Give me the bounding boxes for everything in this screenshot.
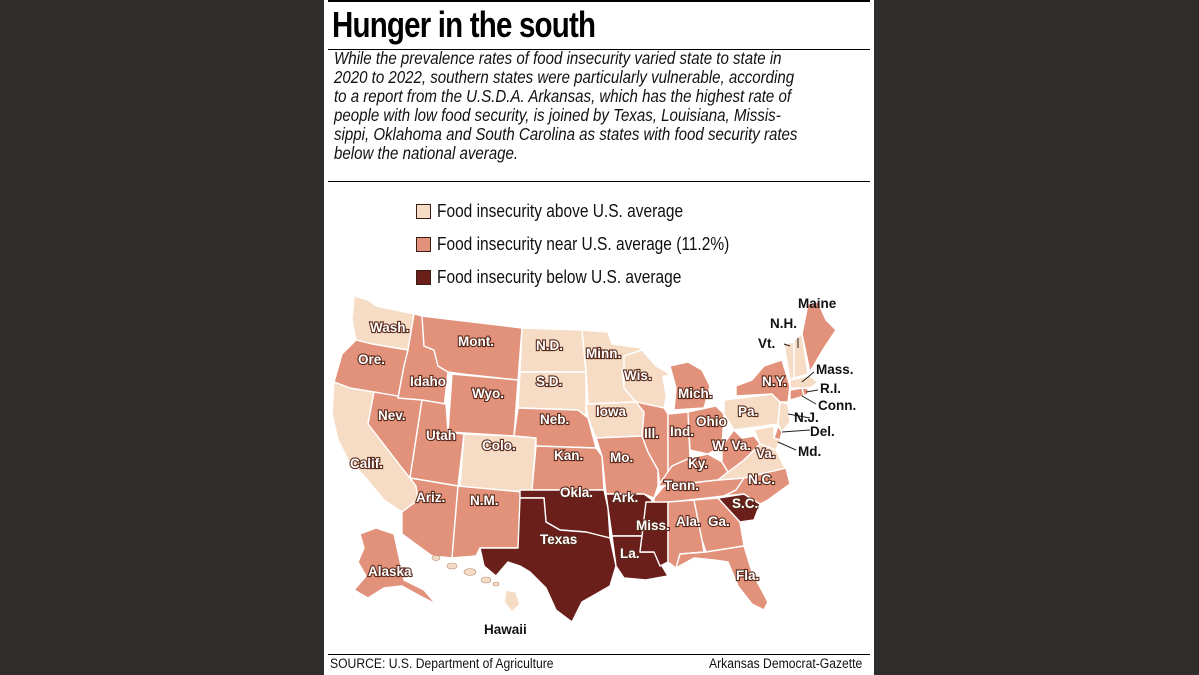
label-ri: R.I.	[820, 381, 841, 396]
label-alaska: Alaska	[368, 564, 412, 579]
state-ill	[635, 401, 669, 487]
state-nj	[777, 401, 791, 433]
label-ny: N.Y.	[762, 374, 787, 389]
label-mass: Mass.	[816, 362, 854, 377]
label-ore: Ore.	[358, 352, 385, 367]
legend-label: Food insecurity above U.S. average	[437, 201, 684, 221]
state-wyo	[447, 373, 519, 437]
label-wash: Wash.	[370, 320, 409, 335]
intro-text: While the prevalence rates of food insec…	[334, 49, 870, 163]
state-maine	[801, 301, 837, 373]
us-map: Wash. Ore. Calif. Nev. Idaho Mont. Wyo. …	[324, 290, 874, 650]
state-nc	[723, 467, 791, 505]
label-hawaii: Hawaii	[484, 622, 527, 637]
legend-swatch-near	[416, 237, 431, 252]
state-md	[753, 425, 781, 451]
headline-bar: Hunger in the south	[328, 0, 870, 50]
state-minn	[581, 329, 643, 405]
label-nc: N.C.	[748, 472, 775, 487]
label-pa: Pa.	[738, 404, 758, 419]
intro-line: While the prevalence rates of food insec…	[334, 48, 782, 68]
label-neb: Neb.	[540, 412, 569, 427]
label-okla: Okla.	[560, 485, 593, 500]
label-conn: Conn.	[818, 398, 856, 413]
label-texas: Texas	[540, 532, 577, 547]
source-note: SOURCE: U.S. Department of Agriculture	[330, 656, 554, 671]
label-mich: Mich.	[678, 386, 713, 401]
label-va: Va.	[756, 446, 776, 461]
label-nm: N.M.	[470, 493, 499, 508]
label-ill: Ill.	[644, 426, 659, 441]
legend-label: Food insecurity near U.S. average (11.2%…	[437, 234, 730, 254]
label-tenn: Tenn.	[664, 478, 699, 493]
intro-line: to a report from the U.S.D.A. Arkansas, …	[334, 86, 792, 106]
state-ny	[735, 359, 791, 403]
label-ariz: Ariz.	[416, 490, 445, 505]
credit: Arkansas Democrat-Gazette	[708, 656, 862, 671]
label-la: La.	[620, 546, 640, 561]
label-mo: Mo.	[610, 450, 633, 465]
label-ohio: Ohio	[696, 414, 727, 429]
label-kan: Kan.	[554, 448, 583, 463]
label-vt: Vt.	[758, 336, 775, 351]
headline: Hunger in the south	[332, 4, 596, 45]
label-ark: Ark.	[612, 490, 638, 505]
leader-lines	[777, 338, 819, 451]
label-iowa: Iowa	[596, 404, 626, 419]
divider	[328, 181, 870, 182]
lake-michigan	[662, 374, 674, 408]
label-ky: Ky.	[688, 456, 708, 471]
us-map-svg: Wash. Ore. Calif. Nev. Idaho Mont. Wyo. …	[331, 295, 856, 637]
label-colo: Colo.	[482, 438, 516, 453]
state-kan	[531, 445, 605, 491]
state-fla	[675, 545, 769, 611]
label-miss: Miss.	[636, 518, 670, 533]
label-sd: S.D.	[536, 374, 562, 389]
intro-line: 2020 to 2022, southern states were parti…	[334, 67, 795, 87]
label-maine: Maine	[798, 296, 837, 311]
label-wva: W. Va.	[712, 438, 751, 453]
label-idaho: Idaho	[410, 374, 446, 389]
label-utah: Utah	[426, 428, 456, 443]
label-calif: Calif.	[350, 456, 383, 471]
infographic-panel: Hunger in the south While the prevalence…	[324, 0, 874, 675]
legend-label: Food insecurity below U.S. average	[437, 267, 682, 287]
footer-divider	[328, 654, 870, 655]
label-fla: Fla.	[736, 568, 759, 583]
label-ga: Ga.	[708, 514, 730, 529]
label-nd: N.D.	[536, 338, 563, 353]
legend-swatch-above	[416, 204, 431, 219]
label-mont: Mont.	[458, 334, 494, 349]
legend-swatch-below	[416, 270, 431, 285]
label-nh: N.H.	[770, 316, 797, 331]
intro-line: sippi, Oklahoma and South Carolina as st…	[334, 124, 798, 144]
intro-line: below the national average.	[334, 143, 519, 163]
state-alaska	[353, 527, 437, 605]
state-mich	[669, 361, 711, 411]
intro-line: people with low food security, is joined…	[334, 105, 781, 125]
label-minn: Minn.	[586, 346, 621, 361]
state-hawaii	[503, 589, 521, 613]
label-wis: Wis.	[624, 368, 652, 383]
label-wyo: Wyo.	[472, 386, 504, 401]
label-del: Del.	[810, 424, 835, 439]
label-nj: N.J.	[794, 410, 819, 425]
label-md: Md.	[798, 444, 821, 459]
label-sc: S.C.	[732, 496, 758, 511]
label-ala: Ala.	[676, 514, 701, 529]
hawaii-islands	[431, 555, 500, 587]
state-texas	[479, 497, 617, 623]
state-mass	[789, 375, 819, 389]
label-nev: Nev.	[378, 408, 406, 423]
label-ind: Ind.	[670, 424, 694, 439]
